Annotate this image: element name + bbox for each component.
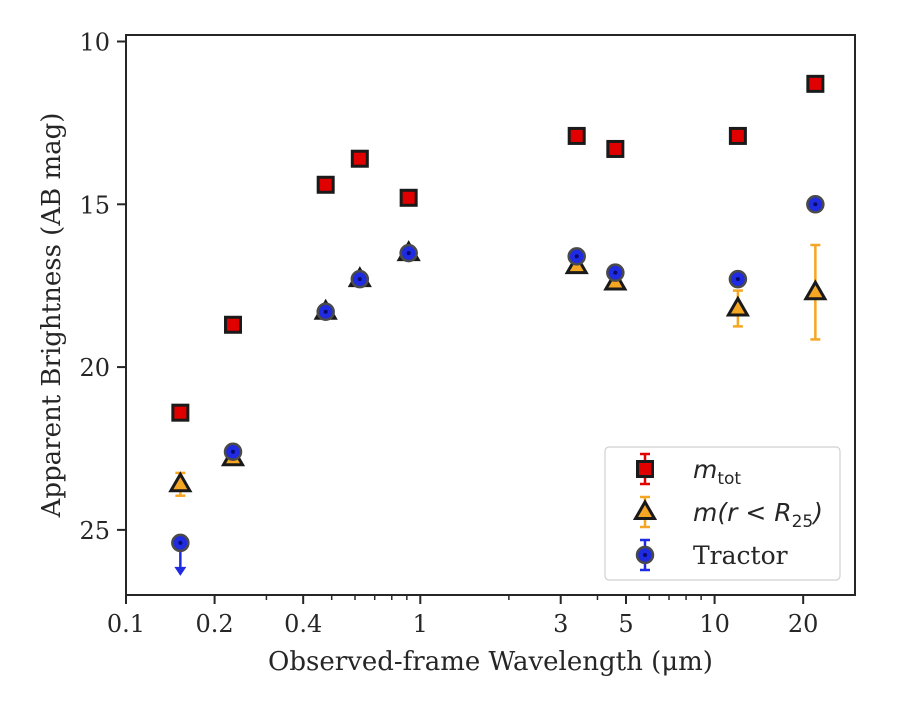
legend-label: m(r < R25) xyxy=(693,498,823,532)
data-point xyxy=(806,74,825,93)
data-point xyxy=(171,403,190,422)
data-point-center xyxy=(178,540,183,545)
x-axis-label: Observed-frame Wavelength (μm) xyxy=(268,647,713,677)
x-tick-label: 0.4 xyxy=(284,610,322,638)
data-point xyxy=(316,175,335,194)
x-tick-label: 1 xyxy=(413,610,428,638)
data-point xyxy=(606,139,625,158)
legend-marker xyxy=(632,498,658,520)
x-tick-label: 5 xyxy=(618,610,633,638)
y-tick-label: 20 xyxy=(79,354,110,382)
upper-limit-arrowhead xyxy=(174,566,187,576)
data-point-center xyxy=(813,202,818,207)
series-circle xyxy=(171,195,825,576)
y-tick-label: 10 xyxy=(79,29,110,57)
y-tick-label: 25 xyxy=(79,517,110,545)
data-point xyxy=(725,295,750,317)
series-square xyxy=(171,74,825,422)
legend-label: mtot xyxy=(693,455,741,489)
y-tick-label: 15 xyxy=(79,191,110,219)
x-tick-label: 0.2 xyxy=(196,610,234,638)
data-point-center xyxy=(735,277,740,282)
legend-marker xyxy=(636,460,654,478)
data-point xyxy=(567,126,586,145)
x-tick-label: 10 xyxy=(699,610,730,638)
data-point-center xyxy=(323,309,328,314)
data-point xyxy=(399,188,418,207)
axis-layer: 0.1 0.2 0.4 1 3 5 10 20 10 15 20 25 xyxy=(79,29,856,638)
data-point xyxy=(168,471,193,493)
legend-label: Tractor xyxy=(693,541,788,570)
data-point-center xyxy=(231,449,236,454)
legend-marker-center xyxy=(643,553,647,557)
data-point-center xyxy=(357,277,362,282)
y-axis-label: Apparent Brightness (AB mag) xyxy=(37,113,67,519)
data-point-center xyxy=(406,251,411,256)
x-tick-label: 0.1 xyxy=(107,610,145,638)
data-point xyxy=(224,315,243,334)
legend: mtot m(r < R25) Tractor xyxy=(604,446,841,581)
plot-frame xyxy=(125,34,856,596)
x-tick-label: 3 xyxy=(553,610,568,638)
legend-frame xyxy=(604,446,841,581)
data-point xyxy=(350,149,369,168)
data-point xyxy=(728,126,747,145)
x-tick-label: 20 xyxy=(788,610,819,638)
data-point-center xyxy=(613,270,618,275)
data-point-center xyxy=(574,254,579,259)
plot-layer xyxy=(168,74,828,576)
data-point xyxy=(803,279,828,301)
